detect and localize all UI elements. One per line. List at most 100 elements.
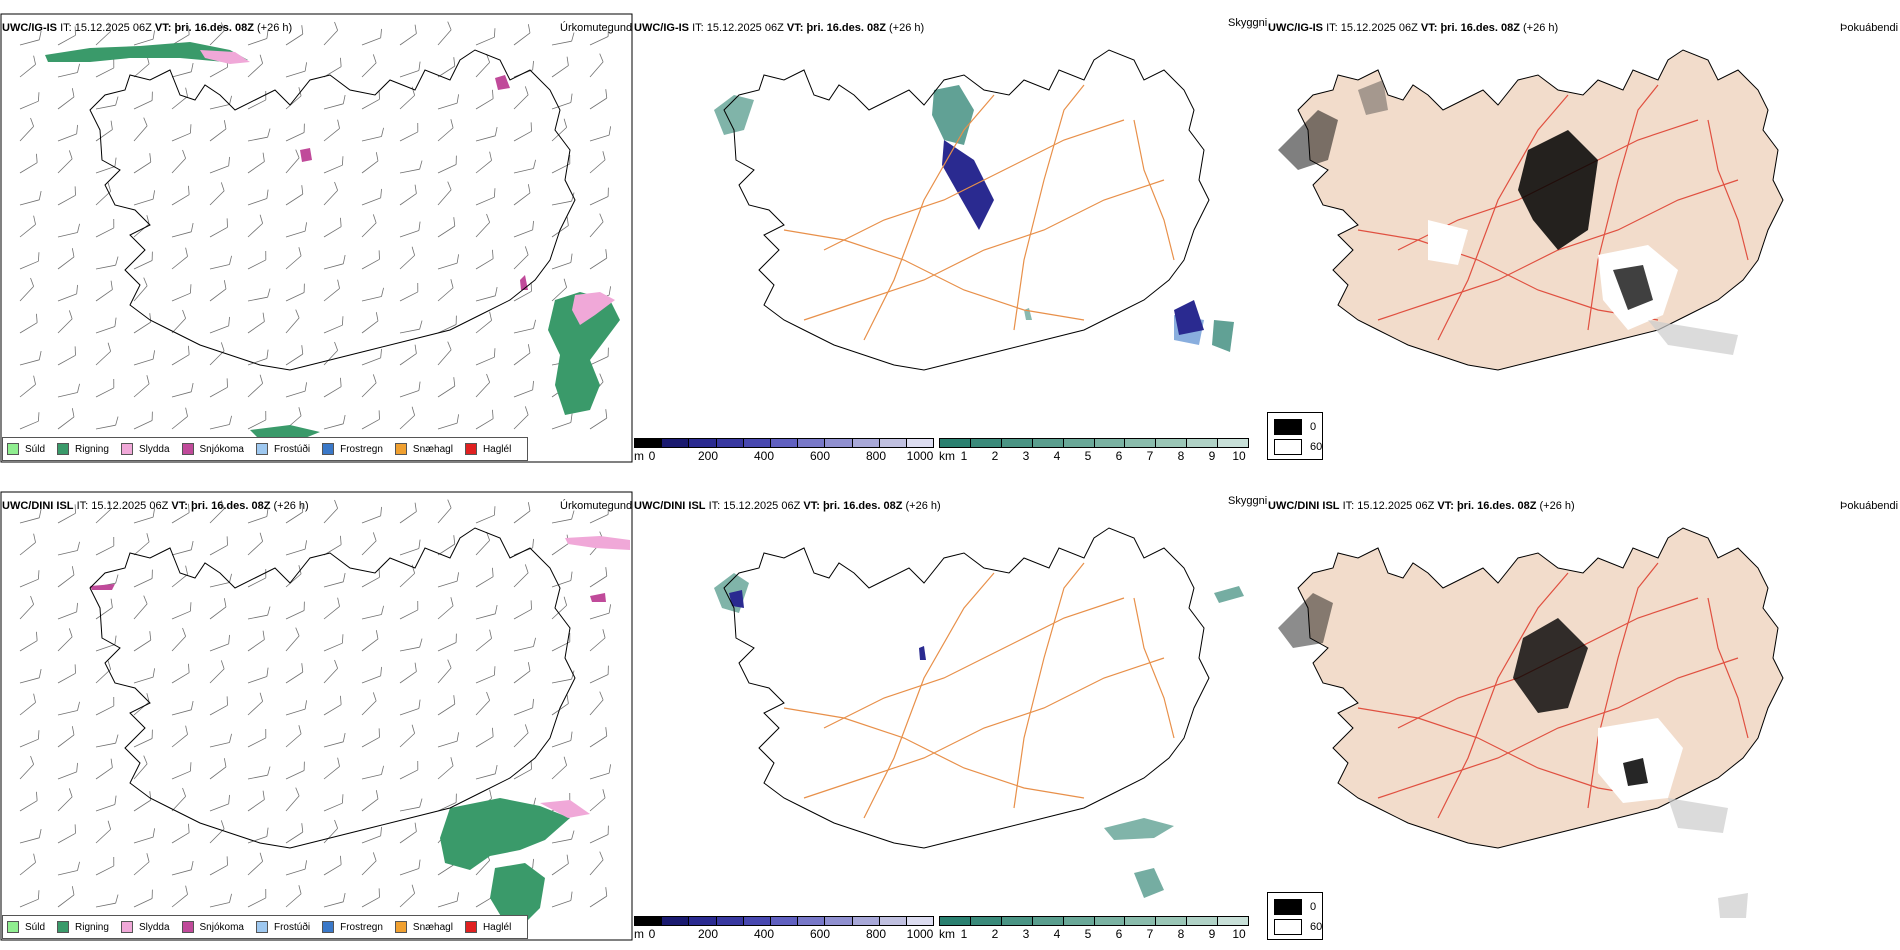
wind-barb [285, 503, 304, 524]
road-network [783, 84, 1175, 341]
wind-barb [133, 693, 150, 716]
wind-barb [19, 252, 40, 270]
wind-barb [361, 888, 380, 908]
wind-barb [513, 637, 536, 652]
wind-barb [57, 628, 73, 652]
panel-title: Úrkomutegund [560, 500, 633, 512]
wind-barb [95, 317, 117, 334]
wind-barb [589, 53, 604, 78]
wind-barb [209, 500, 225, 524]
legend-swatch [255, 921, 268, 933]
wind-barb [589, 567, 608, 588]
visibility-map-top [714, 49, 1234, 371]
wind-barb [247, 90, 267, 110]
fog-areas [1278, 593, 1748, 918]
wind-barb [551, 756, 568, 780]
wind-barb [285, 345, 304, 366]
wind-barbs [19, 21, 612, 430]
vis-scale-km-ticks: km 1 2 3 4 5 6 7 8 9 10 [939, 449, 1246, 463]
wind-barb [95, 635, 117, 652]
wind-barb [95, 157, 117, 174]
vis-areas [714, 85, 1234, 352]
road [1437, 572, 1569, 819]
wind-barb [589, 249, 608, 270]
wind-barb [437, 732, 460, 748]
legend-item-snjokoma: Snjókoma [181, 921, 244, 933]
wind-barb [209, 182, 225, 206]
wind-barb [19, 215, 36, 238]
wind-barb [171, 503, 190, 524]
wind-barb [133, 313, 152, 334]
wind-barb [323, 695, 342, 716]
wind-barb [57, 566, 75, 588]
wind-barb [209, 280, 227, 302]
legend-item-rigning: Rigning [57, 921, 109, 933]
wind-barb [171, 149, 187, 174]
wind-barb [209, 95, 232, 110]
wind-barb [57, 88, 75, 110]
wind-barb [95, 182, 112, 206]
wind-barb [133, 668, 156, 684]
wind-barb [513, 724, 529, 748]
wind-barb [399, 600, 419, 620]
wind-barb [475, 311, 492, 334]
legend-item-sulde: Súld [7, 443, 45, 455]
panel-header: UWC/IG-IS IT: 15.12.2025 06Z VT: þri. 16… [634, 22, 925, 34]
wind-barb [513, 600, 532, 620]
legend-item-snjokoma: Snjókoma [181, 443, 244, 455]
wind-barb [437, 57, 456, 78]
legend-swatch [322, 443, 335, 455]
wind-barb [95, 416, 119, 430]
wind-barb [513, 698, 534, 716]
legend-item-frostregn: Frostregn [322, 443, 383, 455]
road [783, 229, 1085, 321]
vis-scale-m-ticks: m 0 200 400 600 800 1000 [634, 449, 934, 463]
wind-barb [171, 787, 187, 812]
wind-barb [475, 53, 491, 78]
wind-barb [475, 409, 494, 430]
wind-barb [513, 760, 532, 780]
wind-barb [323, 892, 346, 908]
wind-barb [19, 668, 42, 684]
wind-barb [551, 571, 573, 588]
wind-barb [171, 284, 192, 302]
wind-barb [551, 192, 575, 206]
wind-barb [57, 284, 78, 302]
wind-barb [437, 597, 454, 620]
wind-barb [285, 62, 308, 78]
wind-barb [247, 349, 269, 366]
wind-barb [19, 508, 42, 524]
wind-barb [19, 755, 35, 780]
wind-barb [361, 790, 379, 812]
wind-barb [551, 854, 569, 876]
wind-barb [589, 27, 609, 46]
wind-barb [19, 412, 40, 430]
road [1013, 562, 1085, 809]
wind-barb [399, 160, 423, 174]
legend-item-haglel: Haglél [464, 921, 511, 933]
road [1377, 657, 1739, 799]
wind-barb [247, 189, 269, 206]
wind-barb [247, 728, 267, 748]
panel-title: Skyggni [1228, 495, 1268, 507]
wind-barb [285, 860, 308, 876]
vis-scale-m-ticks: m 0 200 400 600 800 1000 [634, 927, 934, 941]
wind-barb [209, 316, 230, 334]
wind-barb [247, 152, 265, 174]
wind-barb [399, 320, 423, 334]
vis-areas [714, 573, 1244, 898]
wind-barb [551, 56, 569, 78]
fog-legend-swatch [1274, 419, 1302, 435]
wind-barb [399, 122, 419, 142]
wind-barb [171, 762, 192, 780]
wind-barb [475, 28, 496, 46]
road [863, 572, 995, 819]
wind-barb [95, 256, 119, 270]
wind-barb [171, 627, 187, 652]
wind-barb [437, 21, 452, 46]
wind-barb [133, 153, 152, 174]
wind-barb [513, 380, 534, 398]
wind-barb [437, 572, 460, 588]
wind-barb [513, 662, 531, 684]
wind-barb [399, 24, 417, 46]
